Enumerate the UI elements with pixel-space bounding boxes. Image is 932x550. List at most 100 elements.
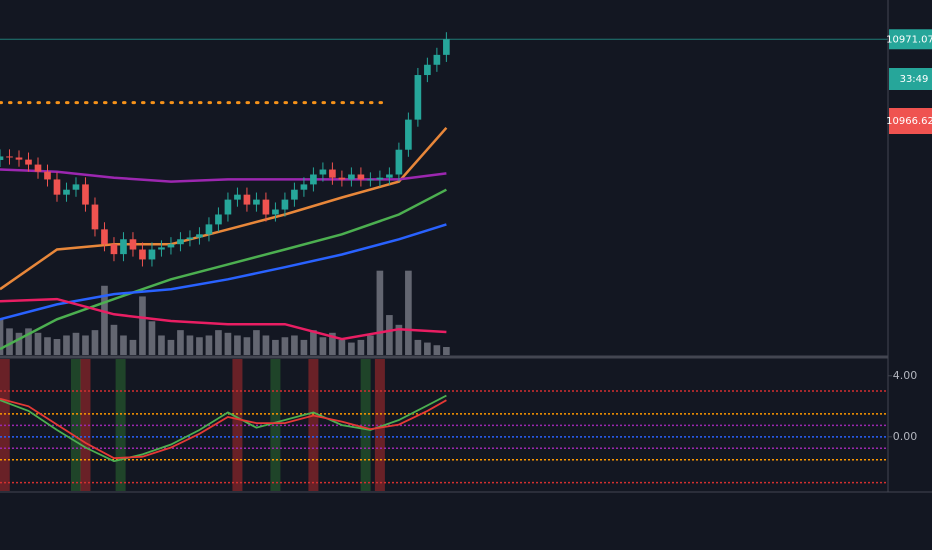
candle-body <box>148 249 156 260</box>
candle-body <box>72 184 80 190</box>
candle-body <box>433 54 441 65</box>
candle-body <box>348 174 355 180</box>
candle-body <box>376 177 384 180</box>
volume-bar <box>319 337 327 355</box>
volume-bar <box>433 345 441 355</box>
volume-bar <box>357 339 365 355</box>
volume-bar <box>186 335 194 355</box>
volume-bar <box>338 339 346 355</box>
volume-bar <box>167 339 175 355</box>
candle-body <box>25 159 32 165</box>
signal-band <box>70 359 81 491</box>
candle-body <box>44 171 51 180</box>
bid-label: 10966.62 <box>886 116 932 127</box>
volume-bar <box>310 330 317 355</box>
marks-layer <box>0 32 888 463</box>
candle-body <box>224 199 232 215</box>
candle-body <box>34 164 42 172</box>
candle-body <box>243 194 251 205</box>
candle-body <box>139 249 146 260</box>
candle-body <box>177 239 184 245</box>
bid-box <box>889 108 932 134</box>
volume-bar <box>148 321 156 355</box>
volume-bar <box>34 332 42 355</box>
candle-body <box>405 119 412 150</box>
candle-body <box>272 209 279 215</box>
y2-tick-label: 4.00 <box>893 369 918 382</box>
volume-bar <box>101 285 108 355</box>
volume-bar <box>376 270 384 355</box>
candle-body <box>196 234 203 238</box>
candle-body <box>424 64 431 76</box>
volume-bar <box>234 335 241 355</box>
volume-bar <box>414 339 422 355</box>
volume-bar <box>395 324 403 355</box>
volume-bar <box>281 337 289 355</box>
candle-body <box>110 244 118 255</box>
oscillator-line <box>0 397 447 460</box>
oscillator-line <box>0 394 447 463</box>
candle-body <box>395 149 403 175</box>
candle-body <box>367 179 374 181</box>
volume-bar <box>329 332 336 355</box>
candle-body <box>338 177 346 180</box>
volume-bar <box>129 339 137 355</box>
volume-bar <box>243 337 251 355</box>
moving-average-line <box>0 297 447 341</box>
candle-body <box>167 244 175 248</box>
volume-bar <box>205 335 213 355</box>
candle-body <box>329 169 336 178</box>
volume-bar <box>405 270 412 355</box>
grid-layer <box>0 359 888 491</box>
candle-body <box>205 224 213 235</box>
volume-bar <box>424 342 431 355</box>
volume-bar <box>158 335 165 355</box>
candle-body <box>120 239 127 255</box>
candle-body <box>443 39 450 55</box>
volume-bar <box>224 332 232 355</box>
volume-bar <box>72 332 80 355</box>
volume-bar <box>262 335 270 355</box>
candle-body <box>53 179 61 195</box>
volume-bar <box>0 319 4 355</box>
volume-bar <box>443 347 450 355</box>
candle-body <box>291 189 298 200</box>
volume-bar <box>177 330 184 355</box>
moving-average-line <box>0 126 448 291</box>
moving-average-line <box>0 223 447 321</box>
candle-body <box>281 199 289 210</box>
countdown-label: 33:49 <box>900 74 929 85</box>
candle-body <box>319 169 327 175</box>
candle-body <box>129 239 137 250</box>
volume-bar <box>44 337 51 355</box>
volume-bar <box>120 335 127 355</box>
candle-body <box>310 174 317 185</box>
volume-bar <box>110 324 118 355</box>
volume-bar <box>291 335 298 355</box>
volume-bar <box>6 328 13 355</box>
volume-bar <box>367 335 374 355</box>
last-price-label: 10971.07 <box>886 34 932 45</box>
volume-bar <box>53 339 61 355</box>
candle-body <box>63 189 70 195</box>
volume-bar <box>300 339 308 355</box>
volume-bar <box>386 315 393 355</box>
last-price-box <box>889 29 932 50</box>
signal-band <box>270 359 281 491</box>
candle-body <box>101 229 108 245</box>
volume-bar <box>25 328 32 355</box>
candle-body <box>91 204 99 230</box>
y2-tick-label: 0.00 <box>893 430 918 443</box>
candle-body <box>262 199 270 215</box>
candle-body <box>386 174 393 178</box>
volume-bar <box>253 330 260 355</box>
candle-body <box>300 184 308 190</box>
moving-average-line <box>0 188 447 351</box>
candle-body <box>253 199 260 205</box>
candle-body <box>357 174 365 180</box>
volume-bar <box>272 339 279 355</box>
volume-bar <box>91 330 99 355</box>
